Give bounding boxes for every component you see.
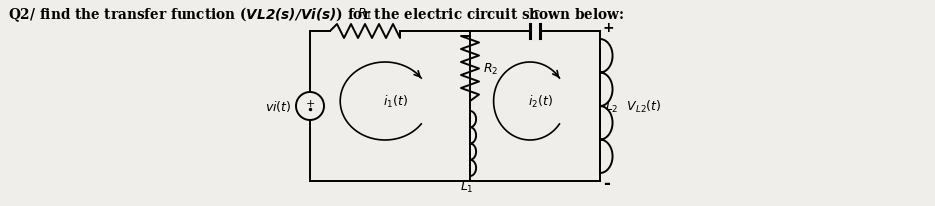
Text: $L_2$  $V_{L2}(t)$: $L_2$ $V_{L2}(t)$ — [605, 98, 662, 115]
Text: $i_2(t)$: $i_2(t)$ — [527, 94, 553, 110]
Text: +: + — [306, 98, 315, 109]
Text: $L_1$: $L_1$ — [460, 179, 474, 194]
Text: $R_1$: $R_1$ — [357, 7, 373, 22]
Text: Q2/ find the transfer function ($\bfit{VL2(s)/Vi(s)}$) for the electric circuit : Q2/ find the transfer function ($\bfit{V… — [8, 5, 624, 23]
Text: $C$: $C$ — [529, 9, 540, 22]
Text: $R_2$: $R_2$ — [483, 62, 498, 77]
Text: +: + — [603, 21, 614, 35]
Text: $i_1(t)$: $i_1(t)$ — [382, 94, 408, 110]
Text: -: - — [603, 174, 610, 192]
Text: $vi(t)$: $vi(t)$ — [265, 99, 291, 114]
